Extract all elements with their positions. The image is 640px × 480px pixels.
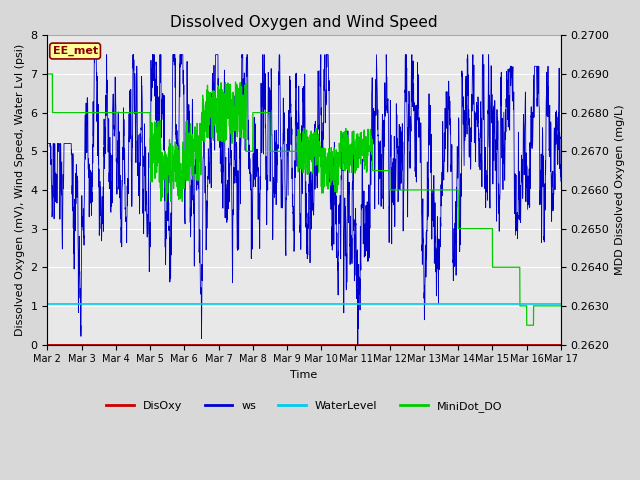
Title: Dissolved Oxygen and Wind Speed: Dissolved Oxygen and Wind Speed [170, 15, 438, 30]
Y-axis label: Dissolved Oxygen (mV), Wind Speed, Water Lvl (psi): Dissolved Oxygen (mV), Wind Speed, Water… [15, 44, 25, 336]
Y-axis label: MDD Dissolved Oxygen (mg/L): MDD Dissolved Oxygen (mg/L) [615, 105, 625, 275]
Legend: DisOxy, ws, WaterLevel, MiniDot_DO: DisOxy, ws, WaterLevel, MiniDot_DO [102, 396, 506, 416]
Text: EE_met: EE_met [52, 46, 98, 56]
X-axis label: Time: Time [291, 370, 317, 380]
